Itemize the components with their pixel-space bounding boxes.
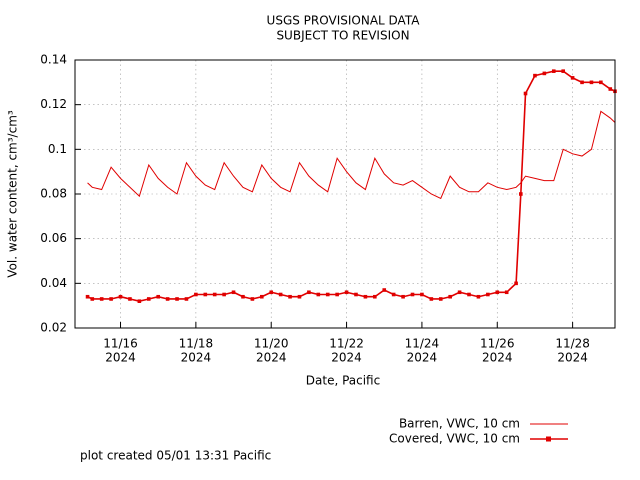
series-marker (165, 297, 170, 301)
series-marker (156, 294, 160, 299)
series-marker (212, 292, 217, 297)
series-marker (551, 69, 556, 73)
x-tick-label: 11/20 (254, 337, 289, 351)
series-marker (146, 297, 151, 301)
series-marker (438, 297, 443, 301)
series-marker (194, 292, 198, 297)
series-marker (448, 294, 452, 299)
legend-label: Barren, VWC, 10 cm (399, 417, 520, 431)
series-marker (486, 292, 490, 297)
series-marker (504, 290, 509, 295)
x-tick-label: 11/22 (329, 337, 364, 351)
series-marker (137, 299, 142, 303)
series-marker (344, 290, 349, 295)
y-tick-label: 0.02 (40, 321, 67, 335)
series-marker (307, 290, 311, 295)
y-tick-label: 0.04 (40, 276, 67, 290)
series-marker (260, 294, 264, 299)
chart-subtitle: SUBJECT TO REVISION (276, 29, 409, 43)
series-marker (599, 80, 603, 85)
x-axis-label: Date, Pacific (306, 374, 380, 388)
x-tick-label: 2024 (407, 351, 438, 365)
y-tick-label: 0.08 (40, 187, 67, 201)
x-tick-label: 11/18 (179, 337, 214, 351)
x-tick-label: 2024 (105, 351, 136, 365)
series-marker (85, 294, 90, 299)
series-marker (580, 80, 584, 85)
series-marker (175, 297, 179, 301)
series-marker (542, 71, 547, 76)
series-marker (354, 292, 358, 297)
x-tick-label: 2024 (256, 351, 287, 365)
series-marker (391, 292, 396, 297)
series-marker (476, 294, 481, 299)
x-tick-label: 2024 (331, 351, 362, 365)
series-marker (589, 80, 594, 85)
x-tick-label: 2024 (482, 351, 513, 365)
series-marker (420, 292, 424, 297)
y-tick-label: 0.12 (40, 97, 67, 111)
x-tick-label: 11/26 (480, 337, 515, 351)
x-tick-label: 11/16 (103, 337, 138, 351)
legend-label: Covered, VWC, 10 cm (389, 432, 520, 446)
x-tick-label: 11/24 (405, 337, 440, 351)
series-marker (363, 294, 368, 299)
y-tick-label: 0.1 (48, 142, 67, 156)
series-marker (533, 73, 537, 78)
series-marker (99, 297, 104, 301)
series-marker (241, 294, 245, 299)
series-marker (523, 91, 528, 96)
series-line (87, 110, 616, 200)
series-marker (514, 281, 518, 286)
series-marker (118, 294, 123, 299)
series-marker (467, 292, 471, 297)
series-marker (231, 290, 236, 295)
series-marker (250, 297, 255, 301)
plot-area (75, 59, 617, 329)
series-marker (297, 294, 302, 299)
series-marker (495, 290, 500, 295)
chart-title: USGS PROVISIONAL DATA (267, 14, 421, 28)
series-marker (288, 294, 292, 299)
series-marker (608, 87, 613, 91)
series-marker (278, 292, 283, 297)
series-marker (222, 292, 226, 297)
series-marker (570, 76, 575, 80)
series-marker (109, 297, 113, 301)
y-tick-label: 0.06 (40, 231, 67, 245)
series-marker (335, 292, 339, 297)
series-marker (429, 297, 434, 301)
series-marker (561, 69, 565, 73)
y-tick-label: 0.14 (40, 53, 67, 67)
x-tick-label: 2024 (181, 351, 212, 365)
series-marker (128, 297, 132, 301)
series-marker (457, 290, 462, 295)
series-marker (203, 292, 208, 297)
series-marker (90, 297, 95, 301)
series-marker (269, 290, 274, 295)
x-tick-label: 11/28 (555, 337, 590, 351)
footer: plot created 05/01 13:31 Pacific (80, 449, 271, 463)
series-marker (519, 192, 523, 196)
series-marker (382, 288, 387, 292)
y-axis-label: Vol. water content, cm³/cm³ (6, 110, 20, 278)
series-marker (401, 294, 405, 299)
series-marker (316, 292, 321, 297)
series-marker (410, 292, 415, 297)
series-marker (373, 294, 377, 299)
series-marker (184, 297, 189, 301)
series-marker (325, 292, 330, 297)
legend-marker (546, 436, 551, 442)
x-tick-label: 2024 (557, 351, 588, 365)
